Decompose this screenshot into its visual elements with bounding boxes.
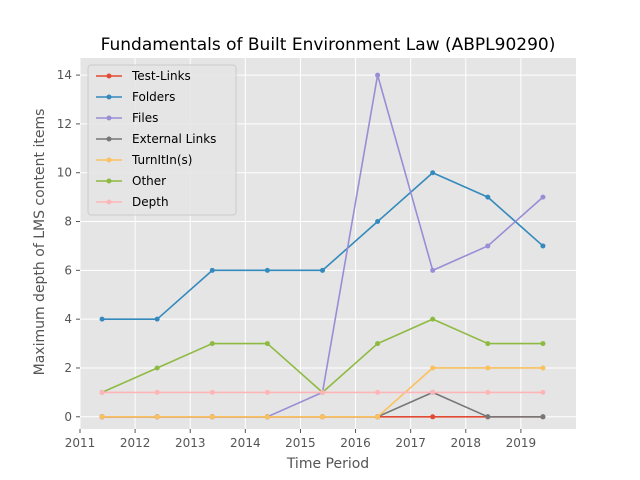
x-tick-label: 2018 <box>451 436 482 450</box>
x-axis-ticks: 2011 2012 2013 2014 2015 2016 2017 2018 2019 <box>65 429 536 450</box>
y-tick-label: 6 <box>64 263 72 277</box>
y-tick-label: 8 <box>64 215 72 229</box>
data-point-folders <box>209 267 215 273</box>
data-point-folders <box>264 267 270 273</box>
data-point-folders <box>319 267 325 273</box>
legend-item: External Links <box>96 132 216 146</box>
chart-title: Fundamentals of Built Environment Law (A… <box>101 35 556 55</box>
data-point-folders <box>375 219 381 225</box>
legend-marker <box>106 94 112 100</box>
legend-marker <box>106 73 112 79</box>
legend-box <box>87 64 237 216</box>
data-point-depth <box>375 389 381 395</box>
y-tick-label: 2 <box>64 361 72 375</box>
y-axis-label: Maximum depth of LMS content items <box>32 109 48 376</box>
legend-label: Test-Links <box>131 69 191 83</box>
data-point-test-links <box>430 414 436 420</box>
data-point-depth <box>540 389 546 395</box>
data-point-depth <box>319 389 325 395</box>
y-tick-label: 4 <box>64 312 72 326</box>
data-point-turnitin-s <box>319 414 325 420</box>
data-point-external-links <box>540 414 546 420</box>
series-depth <box>99 389 546 395</box>
x-tick-label: 2019 <box>506 436 537 450</box>
legend-label: Files <box>132 111 158 125</box>
legend-label: Folders <box>132 90 175 104</box>
legend-label: TurnItIn(s) <box>131 153 192 167</box>
data-point-turnitin-s <box>485 365 491 371</box>
data-point-files <box>430 267 436 273</box>
y-tick-label: 14 <box>57 68 72 82</box>
legend-marker <box>106 157 112 163</box>
x-tick-label: 2017 <box>395 436 426 450</box>
data-point-turnitin-s <box>264 414 270 420</box>
legend-item: Test-Links <box>96 69 191 83</box>
x-tick-label: 2012 <box>120 436 151 450</box>
data-point-other <box>430 316 436 322</box>
data-point-depth <box>485 389 491 395</box>
x-tick-label: 2011 <box>65 436 96 450</box>
legend-label: Other <box>132 174 166 188</box>
legend-marker <box>106 199 112 205</box>
data-point-turnitin-s <box>209 414 215 420</box>
data-point-depth <box>264 389 270 395</box>
data-point-files <box>540 194 546 200</box>
y-tick-label: 12 <box>57 117 72 131</box>
x-tick-label: 2014 <box>230 436 261 450</box>
series-lines <box>99 72 546 420</box>
data-point-folders <box>430 170 436 176</box>
x-tick-label: 2015 <box>285 436 316 450</box>
legend-item: Depth <box>96 195 169 209</box>
data-point-turnitin-s <box>430 365 436 371</box>
data-point-depth <box>154 389 160 395</box>
data-point-other <box>209 341 215 347</box>
data-point-depth <box>430 389 436 395</box>
data-point-folders <box>485 194 491 200</box>
legend-marker <box>106 178 112 184</box>
data-point-external-links <box>485 414 491 420</box>
legend-item: Files <box>96 111 158 125</box>
data-point-folders <box>99 316 105 322</box>
legend-item: Folders <box>96 90 175 104</box>
y-axis-ticks: 0 2 4 6 8 10 12 14 <box>57 68 80 424</box>
data-point-other <box>485 341 491 347</box>
legend-item: Other <box>96 174 166 188</box>
data-point-depth <box>209 389 215 395</box>
data-point-folders <box>540 243 546 249</box>
data-point-turnitin-s <box>154 414 160 420</box>
legend-marker <box>106 115 112 121</box>
legend-label: External Links <box>132 132 216 146</box>
series-turnitin-s <box>99 365 546 420</box>
data-point-turnitin-s <box>375 414 381 420</box>
x-tick-label: 2016 <box>340 436 371 450</box>
legend-label: Depth <box>132 195 169 209</box>
data-point-other <box>154 365 160 371</box>
data-point-other <box>540 341 546 347</box>
data-point-folders <box>154 316 160 322</box>
data-point-turnitin-s <box>99 414 105 420</box>
y-tick-label: 0 <box>64 410 72 424</box>
x-tick-label: 2013 <box>175 436 206 450</box>
series-folders <box>99 170 546 322</box>
legend: Test-Links Folders Files External Links Turn… <box>87 64 237 216</box>
data-point-depth <box>99 389 105 395</box>
x-axis-label: Time Period <box>286 456 369 472</box>
data-point-other <box>375 341 381 347</box>
data-point-turnitin-s <box>540 365 546 371</box>
legend-item: TurnItIn(s) <box>96 153 192 167</box>
data-point-other <box>264 341 270 347</box>
data-point-files <box>375 72 381 78</box>
data-point-files <box>485 243 491 249</box>
y-tick-label: 10 <box>57 166 72 180</box>
legend-marker <box>106 136 112 142</box>
